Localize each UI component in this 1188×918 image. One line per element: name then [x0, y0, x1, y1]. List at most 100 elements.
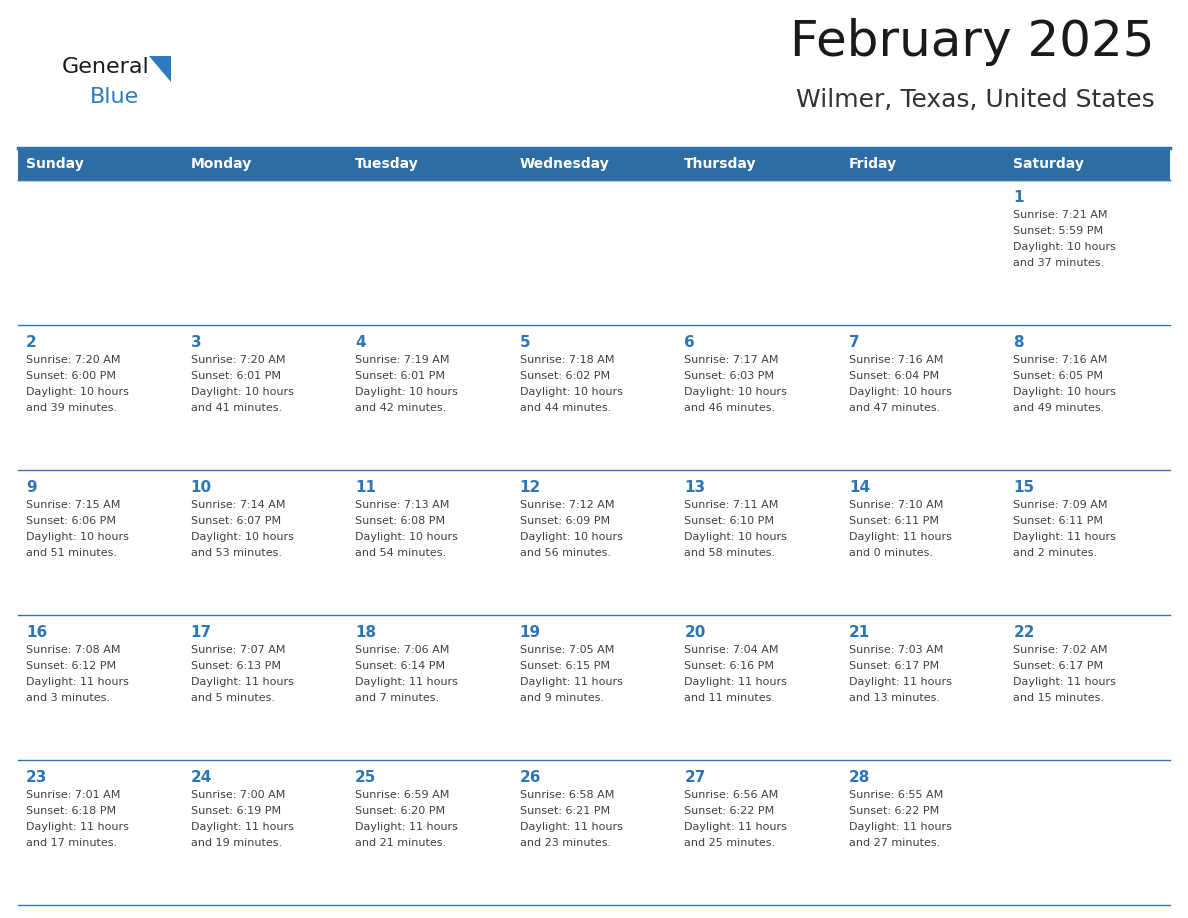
Bar: [347, 180, 512, 325]
Text: Sunrise: 6:58 AM: Sunrise: 6:58 AM: [519, 790, 614, 800]
Text: and 49 minutes.: and 49 minutes.: [1013, 403, 1105, 413]
Bar: [183, 470, 347, 615]
Text: Sunset: 6:01 PM: Sunset: 6:01 PM: [355, 371, 446, 381]
Text: Thursday: Thursday: [684, 157, 757, 171]
Text: 14: 14: [849, 480, 870, 495]
Text: Sunrise: 7:15 AM: Sunrise: 7:15 AM: [26, 500, 120, 510]
Text: and 9 minutes.: and 9 minutes.: [519, 693, 604, 703]
Text: Daylight: 10 hours: Daylight: 10 hours: [26, 387, 128, 397]
Text: Sunset: 6:19 PM: Sunset: 6:19 PM: [190, 806, 280, 816]
Bar: [841, 325, 1005, 470]
Text: Daylight: 10 hours: Daylight: 10 hours: [684, 532, 788, 542]
Text: Sunrise: 7:11 AM: Sunrise: 7:11 AM: [684, 500, 778, 510]
Text: 1: 1: [1013, 190, 1024, 205]
Text: Sunrise: 7:02 AM: Sunrise: 7:02 AM: [1013, 645, 1108, 655]
Polygon shape: [148, 56, 171, 82]
Bar: [183, 615, 347, 760]
Bar: [841, 760, 1005, 905]
Text: 4: 4: [355, 335, 366, 350]
Text: February 2025: February 2025: [790, 18, 1155, 66]
Text: Sunset: 6:14 PM: Sunset: 6:14 PM: [355, 661, 446, 671]
Text: Daylight: 11 hours: Daylight: 11 hours: [519, 822, 623, 832]
Bar: [512, 325, 676, 470]
Text: Daylight: 11 hours: Daylight: 11 hours: [684, 822, 788, 832]
Text: and 13 minutes.: and 13 minutes.: [849, 693, 940, 703]
Text: Friday: Friday: [849, 157, 897, 171]
Text: and 25 minutes.: and 25 minutes.: [684, 838, 776, 848]
Text: Sunrise: 7:21 AM: Sunrise: 7:21 AM: [1013, 210, 1108, 220]
Text: Daylight: 11 hours: Daylight: 11 hours: [355, 822, 459, 832]
Text: Sunrise: 7:10 AM: Sunrise: 7:10 AM: [849, 500, 943, 510]
Bar: [183, 325, 347, 470]
Text: Daylight: 11 hours: Daylight: 11 hours: [190, 677, 293, 687]
Text: 3: 3: [190, 335, 201, 350]
Text: Sunrise: 7:17 AM: Sunrise: 7:17 AM: [684, 355, 779, 365]
Text: Sunset: 6:04 PM: Sunset: 6:04 PM: [849, 371, 939, 381]
Text: Sunset: 6:08 PM: Sunset: 6:08 PM: [355, 516, 446, 526]
Text: 16: 16: [26, 625, 48, 640]
Text: and 56 minutes.: and 56 minutes.: [519, 548, 611, 558]
Text: Daylight: 11 hours: Daylight: 11 hours: [26, 677, 128, 687]
Text: 24: 24: [190, 770, 211, 785]
Text: Daylight: 10 hours: Daylight: 10 hours: [190, 387, 293, 397]
Bar: [18, 325, 183, 470]
Text: Sunset: 6:09 PM: Sunset: 6:09 PM: [519, 516, 609, 526]
Bar: [347, 615, 512, 760]
Text: and 44 minutes.: and 44 minutes.: [519, 403, 611, 413]
Text: Daylight: 11 hours: Daylight: 11 hours: [519, 677, 623, 687]
Bar: [676, 470, 841, 615]
Text: 5: 5: [519, 335, 530, 350]
Bar: [183, 180, 347, 325]
Text: and 39 minutes.: and 39 minutes.: [26, 403, 118, 413]
Text: Saturday: Saturday: [1013, 157, 1085, 171]
Text: and 58 minutes.: and 58 minutes.: [684, 548, 776, 558]
Bar: [676, 180, 841, 325]
Bar: [841, 180, 1005, 325]
Bar: [676, 615, 841, 760]
Text: General: General: [62, 57, 150, 77]
Text: Daylight: 10 hours: Daylight: 10 hours: [519, 532, 623, 542]
Text: Sunrise: 7:20 AM: Sunrise: 7:20 AM: [26, 355, 120, 365]
Bar: [18, 760, 183, 905]
Text: Sunrise: 7:07 AM: Sunrise: 7:07 AM: [190, 645, 285, 655]
Text: Wednesday: Wednesday: [519, 157, 609, 171]
Text: and 46 minutes.: and 46 minutes.: [684, 403, 776, 413]
Text: Daylight: 10 hours: Daylight: 10 hours: [1013, 387, 1117, 397]
Text: Sunset: 6:20 PM: Sunset: 6:20 PM: [355, 806, 446, 816]
Text: Daylight: 11 hours: Daylight: 11 hours: [1013, 677, 1117, 687]
Bar: [183, 760, 347, 905]
Bar: [1005, 325, 1170, 470]
Text: Tuesday: Tuesday: [355, 157, 419, 171]
Text: 12: 12: [519, 480, 541, 495]
Bar: [347, 325, 512, 470]
Bar: [18, 470, 183, 615]
Text: Daylight: 11 hours: Daylight: 11 hours: [190, 822, 293, 832]
Text: 17: 17: [190, 625, 211, 640]
Bar: [1005, 470, 1170, 615]
Text: and 3 minutes.: and 3 minutes.: [26, 693, 110, 703]
Text: 9: 9: [26, 480, 37, 495]
Text: Sunrise: 7:16 AM: Sunrise: 7:16 AM: [849, 355, 943, 365]
Bar: [841, 470, 1005, 615]
Text: and 53 minutes.: and 53 minutes.: [190, 548, 282, 558]
Text: and 27 minutes.: and 27 minutes.: [849, 838, 940, 848]
Text: and 17 minutes.: and 17 minutes.: [26, 838, 118, 848]
Text: Sunset: 6:16 PM: Sunset: 6:16 PM: [684, 661, 775, 671]
Text: Sunset: 6:11 PM: Sunset: 6:11 PM: [1013, 516, 1104, 526]
Text: Sunset: 6:03 PM: Sunset: 6:03 PM: [684, 371, 775, 381]
Text: and 23 minutes.: and 23 minutes.: [519, 838, 611, 848]
Text: 6: 6: [684, 335, 695, 350]
Text: and 54 minutes.: and 54 minutes.: [355, 548, 447, 558]
Text: Sunset: 6:10 PM: Sunset: 6:10 PM: [684, 516, 775, 526]
Text: Daylight: 10 hours: Daylight: 10 hours: [355, 532, 459, 542]
Text: and 19 minutes.: and 19 minutes.: [190, 838, 282, 848]
Text: 23: 23: [26, 770, 48, 785]
Text: and 21 minutes.: and 21 minutes.: [355, 838, 447, 848]
Bar: [347, 760, 512, 905]
Text: 10: 10: [190, 480, 211, 495]
Text: and 5 minutes.: and 5 minutes.: [190, 693, 274, 703]
Text: Sunrise: 7:13 AM: Sunrise: 7:13 AM: [355, 500, 449, 510]
Bar: [676, 760, 841, 905]
Text: Sunset: 6:12 PM: Sunset: 6:12 PM: [26, 661, 116, 671]
Text: Wilmer, Texas, United States: Wilmer, Texas, United States: [796, 88, 1155, 112]
